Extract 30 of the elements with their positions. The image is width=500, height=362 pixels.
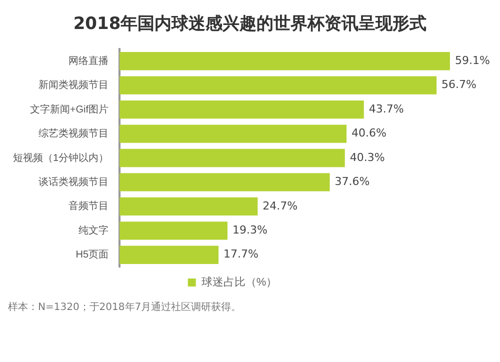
bar bbox=[120, 52, 450, 70]
data-label: 19.3% bbox=[232, 224, 268, 237]
legend-label: 球迷占比（%） bbox=[201, 276, 278, 289]
bar bbox=[120, 173, 330, 192]
bar bbox=[120, 246, 219, 264]
y-tick-label: 纯文字 bbox=[78, 224, 109, 236]
y-tick-label: 网络直播 bbox=[68, 54, 109, 67]
bar bbox=[120, 100, 364, 119]
bar bbox=[120, 222, 228, 240]
bar bbox=[120, 124, 347, 143]
data-label: 40.6% bbox=[352, 126, 386, 140]
text: 样本：N=1320；于2018年7月通过社区调研获得。 bbox=[8, 300, 242, 314]
y-tick-label: H5页面 bbox=[76, 250, 109, 261]
chart-title: 2018年国内球迷感兴趣的世界杯资讯呈现形式 bbox=[72, 13, 428, 35]
data-label: 17.7% bbox=[224, 248, 258, 261]
bar bbox=[120, 197, 258, 216]
y-tick-label: 谈话类视频节目 bbox=[38, 176, 109, 188]
bar bbox=[120, 148, 345, 168]
data-label: 43.7% bbox=[368, 102, 404, 116]
y-tick-label: 短视频（1分钟以内） bbox=[13, 152, 109, 164]
data-label: 40.3% bbox=[350, 150, 385, 164]
bar bbox=[120, 76, 437, 94]
data-label: 59.1% bbox=[454, 54, 490, 67]
y-tick-label: 文字新闻+Gif图片 bbox=[30, 103, 109, 116]
data-label: 24.7% bbox=[262, 199, 298, 212]
data-label: 37.6% bbox=[334, 175, 370, 188]
y-tick-label: 音频节目 bbox=[68, 200, 109, 212]
y-tick-label: 综艺类视频节目 bbox=[38, 128, 109, 140]
y-tick-label: 新闻类视频节目 bbox=[38, 79, 109, 92]
data-label: 56.7% bbox=[442, 78, 477, 92]
